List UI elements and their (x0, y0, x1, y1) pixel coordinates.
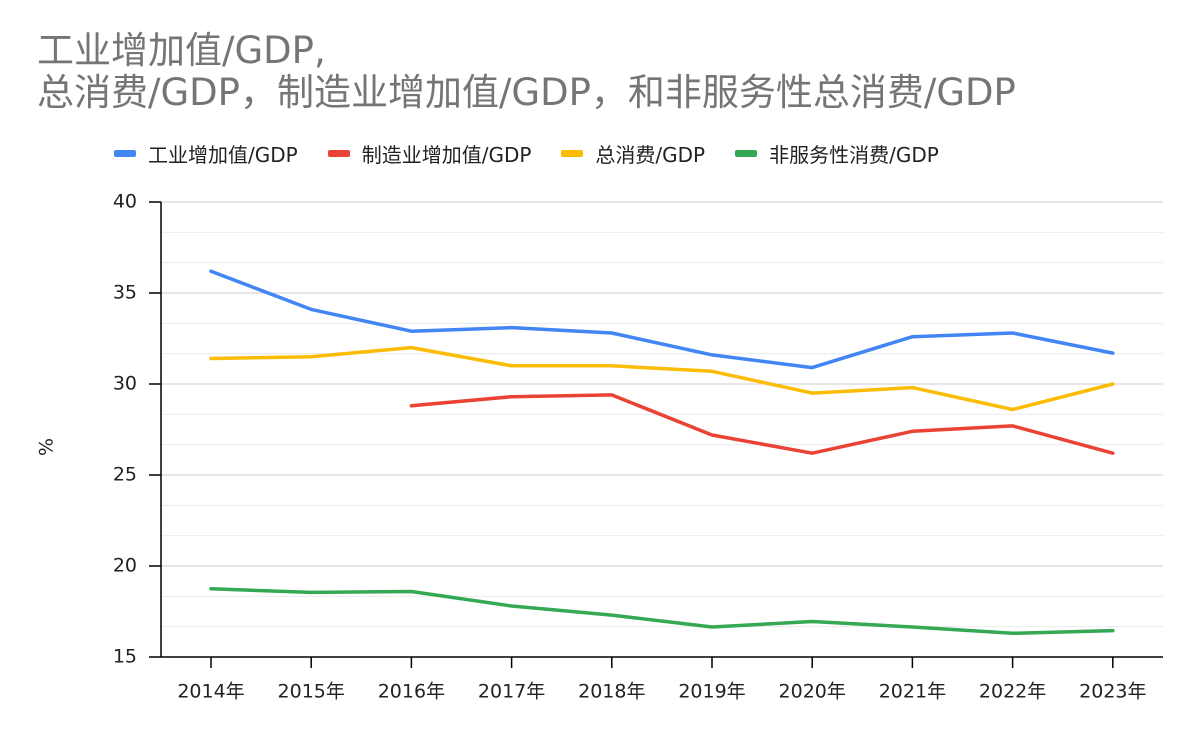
legend-item-industry[interactable]: 工业增加值/GDP (114, 139, 298, 168)
x-tick-label: 2019年 (678, 681, 745, 703)
legend-label-nonservice-consumption: 非服务性消费/GDP (769, 142, 939, 167)
legend-item-total-consumption[interactable]: 总消费/GDP (561, 139, 705, 168)
legend-swatch-manufacturing (327, 149, 350, 157)
legend-label-industry: 工业增加值/GDP (148, 142, 298, 167)
x-tick-label: 2022年 (979, 681, 1046, 703)
x-tick-label: 2020年 (779, 681, 846, 703)
x-tick-label: 2016年 (378, 681, 445, 703)
legend-label-total-consumption: 总消费/GDP (595, 142, 706, 167)
y-tick-label: 30 (113, 373, 137, 395)
x-tick-label: 2018年 (578, 681, 645, 703)
series-line-total-consumption (209, 345, 1115, 412)
legend-swatch-total-consumption (561, 149, 584, 157)
y-tick-label: 20 (113, 555, 137, 577)
y-tick-label: 40 (113, 191, 137, 213)
legend: 工业增加值/GDP 制造业增加值/GDP 总消费/GDP 非服务性消费/GDP (114, 139, 969, 167)
y-tick-label: 25 (113, 464, 137, 486)
x-tick-label: 2015年 (278, 681, 345, 703)
x-tick-label: 2014年 (177, 681, 244, 703)
chart-title-line-2: 总消费/GDP，制造业增加值/GDP，和非服务性总消费/GDP (37, 71, 1016, 114)
x-tick-label: 2021年 (879, 681, 946, 703)
legend-item-nonservice-consumption[interactable]: 非服务性消费/GDP (735, 139, 939, 168)
y-axis-label: % (36, 438, 58, 456)
legend-label-manufacturing: 制造业增加值/GDP (361, 142, 532, 167)
chart-title-line-1: 工业增加值/GDP, (37, 29, 326, 72)
series-line-industry (209, 269, 1115, 370)
y-tick-label: 35 (113, 282, 137, 304)
x-tick-label: 2017年 (478, 681, 545, 703)
legend-swatch-nonservice-consumption (735, 149, 758, 157)
legend-item-manufacturing[interactable]: 制造业增加值/GDP (327, 139, 532, 168)
series-line-nonservice-consumption (209, 587, 1115, 636)
x-tick-label: 2023年 (1079, 681, 1146, 703)
legend-swatch-industry (114, 149, 136, 157)
y-tick-label: 15 (113, 646, 137, 668)
chart-title: 工业增加值/GDP, 总消费/GDP，制造业增加值/GDP，和非服务性总消费/G… (37, 30, 1016, 114)
series-line-manufacturing (409, 393, 1115, 455)
